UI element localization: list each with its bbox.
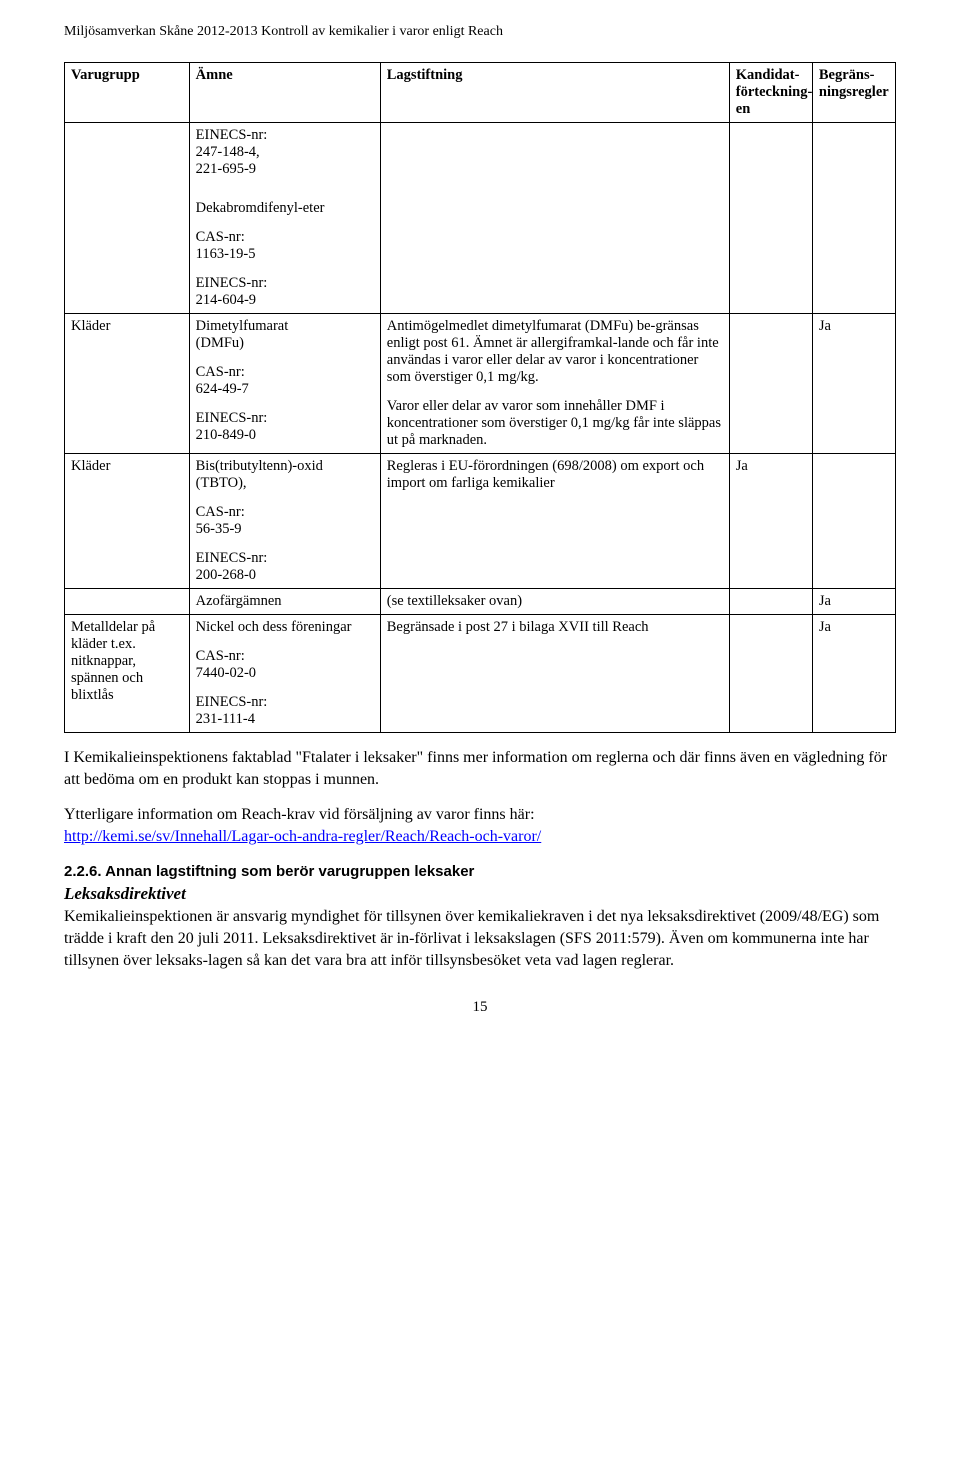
cell-lagstiftning: (se textilleksaker ovan) [380,589,729,615]
body-paragraph: I Kemikalieinspektionens faktablad "Ftal… [64,747,896,790]
einecs-block: EINECS-nr: 247-148-4, 221-695-9 [196,127,374,178]
table-row: EINECS-nr: 247-148-4, 221-695-9 Dekabrom… [65,123,896,314]
body-paragraph: Ytterligare information om Reach-krav vi… [64,804,896,847]
einecs-block: EINECS-nr: 200-268-0 [196,550,374,584]
substance-name: Nickel och dess föreningar [196,619,374,636]
cas-block: CAS-nr: 624-49-7 [196,364,374,398]
cell-lagstiftning: Regleras i EU-förordningen (698/2008) om… [380,454,729,589]
table-header-row: Varugrupp Ämne Lagstiftning Kandidat-för… [65,63,896,123]
law-paragraph: Varor eller delar av varor som innehålle… [387,398,723,449]
cell-kandidat [729,589,812,615]
einecs-block: EINECS-nr: 214-604-9 [196,275,374,309]
table-row: Kläder Bis(tributyltenn)-oxid (TBTO), CA… [65,454,896,589]
substance-name: Bis(tributyltenn)-oxid (TBTO), [196,458,374,492]
cas-block: CAS-nr: 1163-19-5 [196,229,374,263]
cell-begrans: Ja [812,615,895,733]
substances-table: Varugrupp Ämne Lagstiftning Kandidat-för… [64,62,896,733]
substance-name: Dekabromdifenyl-eter [196,200,374,217]
col-lagstiftning: Lagstiftning [380,63,729,123]
cas-block: CAS-nr: 7440-02-0 [196,648,374,682]
einecs-block: EINECS-nr: 210-849-0 [196,410,374,444]
cell-kandidat [729,123,812,314]
section-heading: 2.2.6. Annan lagstiftning som berör varu… [64,863,896,880]
col-varugrupp: Varugrupp [65,63,190,123]
cell-amne: Azofärgämnen [189,589,380,615]
cell-begrans: Ja [812,314,895,454]
col-amne: Ämne [189,63,380,123]
cell-varugrupp [65,123,190,314]
cell-kandidat [729,314,812,454]
cas-block: CAS-nr: 56-35-9 [196,504,374,538]
page-header: Miljösamverkan Skåne 2012-2013 Kontroll … [64,24,896,40]
cell-amne: Dimetylfumarat (DMFu) CAS-nr: 624-49-7 E… [189,314,380,454]
cell-lagstiftning: Antimögelmedlet dimetylfumarat (DMFu) be… [380,314,729,454]
cell-begrans: Ja [812,589,895,615]
cell-varugrupp: Kläder [65,314,190,454]
cell-lagstiftning: Begränsade i post 27 i bilaga XVII till … [380,615,729,733]
cell-amne: Bis(tributyltenn)-oxid (TBTO), CAS-nr: 5… [189,454,380,589]
cell-varugrupp: Metalldelar på kläder t.ex. nitknappar, … [65,615,190,733]
col-begrans: Begräns-ningsregler [812,63,895,123]
table-row: Metalldelar på kläder t.ex. nitknappar, … [65,615,896,733]
cell-amne: Nickel och dess föreningar CAS-nr: 7440-… [189,615,380,733]
cell-varugrupp: Kläder [65,454,190,589]
cell-kandidat: Ja [729,454,812,589]
cell-amne: EINECS-nr: 247-148-4, 221-695-9 Dekabrom… [189,123,380,314]
substance-name: Dimetylfumarat (DMFu) [196,318,374,352]
body-paragraph: Kemikalieinspektionen är ansvarig myndig… [64,906,896,971]
reach-info-link[interactable]: http://kemi.se/sv/Innehall/Lagar-och-and… [64,828,541,845]
cell-lagstiftning [380,123,729,314]
body-text: Ytterligare information om Reach-krav vi… [64,806,535,823]
page-number: 15 [64,999,896,1016]
cell-begrans [812,454,895,589]
cell-begrans [812,123,895,314]
cell-kandidat [729,615,812,733]
cell-varugrupp [65,589,190,615]
table-row: Azofärgämnen (se textilleksaker ovan) Ja [65,589,896,615]
run-in-title: Leksaksdirektivet [64,884,896,904]
table-row: Kläder Dimetylfumarat (DMFu) CAS-nr: 624… [65,314,896,454]
law-paragraph: Antimögelmedlet dimetylfumarat (DMFu) be… [387,318,723,386]
col-kandidat: Kandidat-förteckning-en [729,63,812,123]
einecs-block: EINECS-nr: 231-111-4 [196,694,374,728]
page-container: Miljösamverkan Skåne 2012-2013 Kontroll … [0,0,960,1040]
